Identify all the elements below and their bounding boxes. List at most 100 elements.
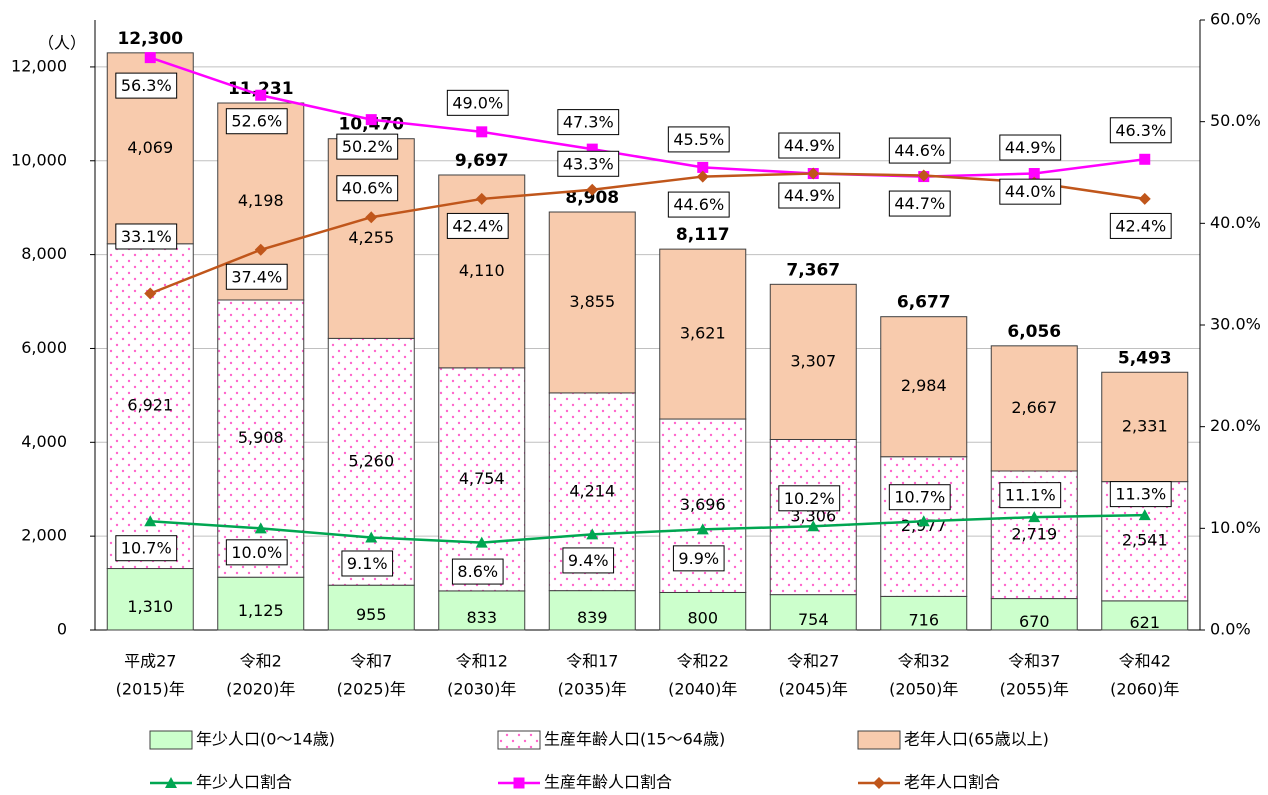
bar-segment — [548, 211, 636, 394]
total-label: 5,493 — [1118, 348, 1172, 368]
x-tick-label: 令和32 — [898, 652, 950, 671]
line-marker — [696, 170, 709, 183]
x-tick-label: 平成27 — [124, 652, 176, 671]
line — [149, 172, 1145, 295]
segment-label: 4,198 — [238, 191, 284, 210]
y-tick-label: 10,000 — [11, 150, 67, 169]
line-label: 50.2% — [342, 137, 393, 156]
line — [150, 513, 1145, 544]
segment-label: 2,331 — [1122, 416, 1168, 435]
total-label: 6,677 — [897, 293, 951, 313]
x-tick-label: (2015)年 — [116, 680, 185, 699]
line-label: 44.0% — [1005, 182, 1056, 201]
line-label: 40.6% — [342, 179, 393, 198]
line-label-box — [557, 109, 620, 136]
line-label: 49.0% — [452, 93, 503, 112]
line-label-box — [888, 137, 951, 164]
line-label-box — [451, 558, 504, 585]
bar-segment — [1101, 600, 1189, 631]
bar-segment — [769, 283, 857, 440]
line-label-box — [115, 72, 178, 99]
y-tick-label: 4,000 — [21, 432, 67, 451]
line-label: 9.9% — [678, 549, 719, 568]
x-tick-label: (2040)年 — [668, 680, 737, 699]
line-marker — [1028, 511, 1041, 523]
bar-segment — [880, 316, 968, 458]
line-label: 10.2% — [784, 489, 835, 508]
segment-label: 3,307 — [790, 351, 836, 370]
x-tick-label: (2055)年 — [1000, 680, 1069, 699]
line-label: 45.5% — [673, 130, 724, 149]
line-marker — [365, 531, 378, 543]
x-tick-label: 令和27 — [787, 652, 839, 671]
x-tick-label: (2050)年 — [889, 680, 958, 699]
segment-label: 6,921 — [127, 396, 173, 415]
line-marker — [144, 287, 157, 300]
line-label: 47.3% — [563, 113, 614, 132]
x-tick-label: (2045)年 — [779, 680, 848, 699]
segment-label: 4,214 — [569, 481, 615, 500]
line-label-box — [1109, 117, 1172, 144]
bar-segment — [1101, 371, 1189, 483]
segment-label: 670 — [1019, 612, 1050, 631]
x-tick-label: (2035)年 — [558, 680, 627, 699]
bar-segment — [217, 576, 305, 631]
segment-label: 5,260 — [348, 451, 394, 470]
segment-label: 754 — [798, 610, 829, 629]
line-label-box — [341, 550, 394, 577]
legend-swatch — [857, 730, 901, 750]
line-label: 46.3% — [1115, 121, 1166, 140]
segment-label: 4,069 — [127, 138, 173, 157]
line-label-box — [667, 191, 730, 218]
y-tick-label: 2,000 — [21, 526, 67, 545]
x-tick-label: (2020)年 — [226, 680, 295, 699]
line-label-box — [888, 484, 951, 511]
segment-label: 2,667 — [1011, 398, 1057, 417]
line-marker — [255, 89, 267, 101]
legend-label: 老年人口(65歳以上) — [904, 730, 1049, 749]
line-label-box — [336, 133, 399, 160]
line-label-box — [115, 223, 178, 250]
line-label-box — [667, 126, 730, 153]
line-label-box — [999, 134, 1062, 161]
y2-tick-label: 20.0% — [1210, 416, 1261, 435]
line-label-box — [672, 545, 725, 572]
line-label: 56.3% — [121, 76, 172, 95]
line-label: 37.4% — [231, 267, 282, 286]
line-marker — [917, 515, 930, 527]
x-tick-label: 令和22 — [677, 652, 729, 671]
x-tick-label: 令和7 — [350, 652, 392, 671]
line-label: 10.7% — [894, 488, 945, 507]
line-label: 44.9% — [784, 186, 835, 205]
segment-label: 716 — [908, 611, 939, 630]
legend-label: 生産年齢人口(15〜64歳) — [544, 730, 725, 749]
segment-label: 800 — [687, 609, 718, 628]
segment-label: 621 — [1129, 613, 1160, 632]
segment-label: 3,621 — [680, 324, 726, 343]
line-marker — [697, 161, 709, 173]
x-tick-label: 令和2 — [240, 652, 282, 671]
line-label: 8.6% — [457, 562, 498, 581]
bar-segment — [327, 138, 415, 339]
x-tick-label: (2060)年 — [1110, 680, 1179, 699]
segment-label: 5,908 — [238, 428, 284, 447]
bar-segment — [438, 590, 526, 631]
line-label: 11.1% — [1005, 486, 1056, 505]
legend-swatch — [497, 730, 541, 750]
line-marker — [365, 211, 378, 224]
line-label-box — [446, 89, 509, 116]
segment-label: 4,255 — [348, 228, 394, 247]
y2-tick-label: 60.0% — [1210, 10, 1261, 29]
bar-segment — [990, 598, 1078, 631]
line-label: 44.6% — [894, 141, 945, 160]
line-marker — [586, 528, 599, 540]
y-tick-label: 0 — [57, 620, 67, 639]
line-marker — [1028, 168, 1040, 180]
segment-label: 2,984 — [901, 376, 947, 395]
line-label-box — [562, 547, 615, 574]
line-label-box — [225, 539, 288, 566]
legend-label: 年少人口割合 — [196, 773, 292, 792]
legend-label: 老年人口割合 — [904, 773, 1000, 792]
total-label: 9,697 — [455, 151, 509, 171]
segment-label: 3,855 — [569, 292, 615, 311]
